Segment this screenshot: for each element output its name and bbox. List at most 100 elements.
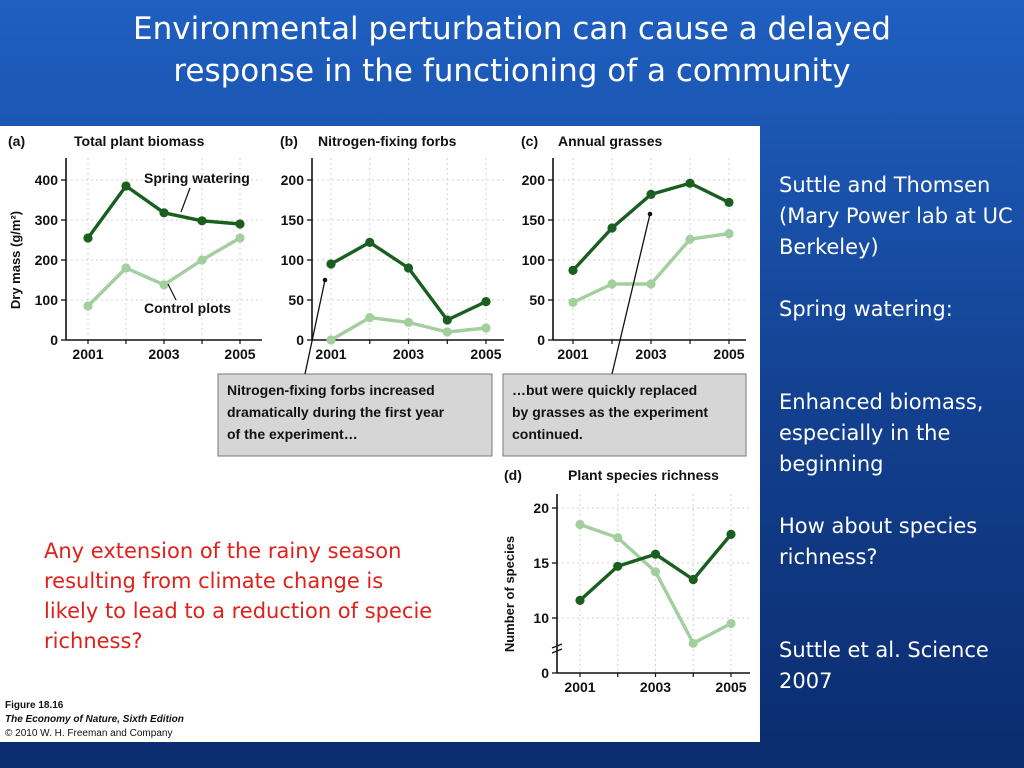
chart-panel-1: 0 100 200 300 400 2001 2003 2005 (a) Total plant … <box>8 133 262 362</box>
y-tick-label: 0 <box>296 332 304 348</box>
series-spring-watering-point <box>83 233 93 243</box>
x-tick-label: 2003 <box>635 346 666 362</box>
callout-right-line-3: continued. <box>512 426 583 442</box>
x-tick-label: 2003 <box>393 346 424 362</box>
series-control-plots-point <box>607 279 617 289</box>
y-tick-label: 100 <box>281 252 305 268</box>
series-control-plots-point <box>726 618 736 629</box>
axis-break-mark <box>551 643 563 649</box>
side-notes: Suttle and Thomsen (Mary Power lab at UC… <box>779 170 1019 697</box>
series-spring-watering-point <box>575 595 585 605</box>
panel-title: Nitrogen-fixing forbs <box>318 133 457 149</box>
series-control-plots-point <box>121 263 131 273</box>
slide-title: Environmental perturbation can cause a d… <box>20 8 1004 92</box>
panel-letter: (a) <box>8 133 25 149</box>
panel-letter: (d) <box>504 467 522 483</box>
figure-caption-copyright: © 2010 W. H. Freeman and Company <box>5 728 172 739</box>
y-tick-label: 0 <box>537 332 545 348</box>
y-tick-label: 100 <box>35 292 59 308</box>
series-control-plots-point <box>442 327 452 337</box>
series-spring-watering-point <box>442 315 452 325</box>
series-spring-watering-point <box>568 265 578 275</box>
x-tick-label: 2005 <box>713 346 744 362</box>
callout-right-line-2: by grasses as the experiment <box>512 404 708 420</box>
y-tick-label: 200 <box>35 252 59 268</box>
series-control-plots-point <box>235 233 245 243</box>
x-tick-label: 2005 <box>715 679 746 695</box>
y-tick-label: 50 <box>288 292 304 308</box>
panel-letter: (c) <box>521 133 538 149</box>
callout-left-line-3: of the experiment… <box>227 426 358 442</box>
note-spring-watering: Spring watering: <box>779 297 953 321</box>
note-question: How about species richness? <box>779 514 978 569</box>
y-tick-label: 300 <box>35 212 59 228</box>
series-control-plots-point <box>365 313 375 323</box>
x-tick-label: 2003 <box>148 346 179 362</box>
series-control-plots-point <box>650 567 661 577</box>
series-control-plots-point <box>685 234 695 244</box>
note-enhanced-biomass: Enhanced biomass, especially in the begi… <box>779 390 984 476</box>
y-tick-label: 20 <box>533 500 549 516</box>
x-tick-label: 2001 <box>72 346 103 362</box>
y-tick-label: 150 <box>522 212 546 228</box>
chart-panel-3: 0 50 100 150 200 2001 2003 2005 (c) Annual grasse… <box>521 133 746 362</box>
series-control-plots-point <box>646 279 656 289</box>
series-spring-watering-point <box>607 223 617 233</box>
callout-right-pointer-dot <box>647 211 653 217</box>
y-tick-label: 15 <box>533 555 549 571</box>
series-spring-watering-point <box>724 197 734 207</box>
series-control-plots-point <box>613 533 623 543</box>
panel-letter: (b) <box>280 133 298 149</box>
series-control-plots-point <box>326 335 336 345</box>
label-control-plots: Control plots <box>144 300 231 316</box>
y-tick-label: 0 <box>541 665 549 681</box>
figure-caption-number: Figure 18.16 <box>5 700 64 711</box>
series-spring-watering-point <box>197 216 207 226</box>
axis-break-mark <box>551 648 563 654</box>
x-tick-label: 2005 <box>224 346 255 362</box>
note-authors: Suttle and Thomsen (Mary Power lab at UC… <box>779 173 1013 259</box>
series-spring-watering-point <box>685 178 695 188</box>
note-citation: Suttle et al. Science 2007 <box>779 638 989 693</box>
slide-title-line-2: response in the functioning of a communi… <box>173 53 851 89</box>
x-tick-label: 2001 <box>564 679 595 695</box>
callout-left-line-2: dramatically during the first year <box>227 404 445 420</box>
series-control-plots-point <box>688 638 698 648</box>
series-spring-watering-point <box>235 219 245 229</box>
y-tick-label: 200 <box>281 172 305 188</box>
y-axis-label: Number of species <box>502 536 517 652</box>
series-control-plots-point <box>159 280 169 290</box>
series-control-plots-point <box>403 317 414 327</box>
red-note: Any extension of the rainy season result… <box>44 539 433 653</box>
series-spring-watering-point <box>481 297 491 307</box>
series-spring-watering-point <box>403 263 414 273</box>
y-tick-label: 400 <box>35 172 59 188</box>
panel-title: Annual grasses <box>558 133 662 149</box>
label-spring-pointer <box>180 187 191 213</box>
label-spring-watering: Spring watering <box>144 170 250 186</box>
panel-title: Total plant biomass <box>74 133 205 149</box>
callout-box-left <box>217 373 493 457</box>
callout-left-pointer <box>304 279 326 375</box>
panel-title: Plant species richness <box>568 467 719 483</box>
label-control-pointer <box>167 283 177 301</box>
series-spring-watering-point <box>688 574 698 585</box>
y-axis-label: Dry mass (g/m²) <box>8 211 23 309</box>
y-tick-label: 150 <box>281 212 305 228</box>
series-spring-watering-point <box>121 181 131 191</box>
x-tick-label: 2001 <box>557 346 588 362</box>
series-control-plots-point <box>568 297 578 307</box>
y-tick-label: 50 <box>529 292 545 308</box>
series-control-plots-point <box>481 323 491 333</box>
slide-title-line-1: Environmental perturbation can cause a d… <box>133 11 891 47</box>
callout-right-pointer <box>611 213 651 375</box>
series-control-plots-point <box>724 229 734 239</box>
chart-panel-4: 0 10 15 20 2001 2003 2005 (d) Plant species rich… <box>502 467 750 695</box>
y-tick-label: 200 <box>522 172 546 188</box>
y-tick-label: 0 <box>50 332 58 348</box>
x-tick-label: 2001 <box>315 346 346 362</box>
series-control-plots-point <box>575 519 585 530</box>
x-tick-label: 2003 <box>640 679 671 695</box>
series-spring-watering-point <box>159 208 169 218</box>
